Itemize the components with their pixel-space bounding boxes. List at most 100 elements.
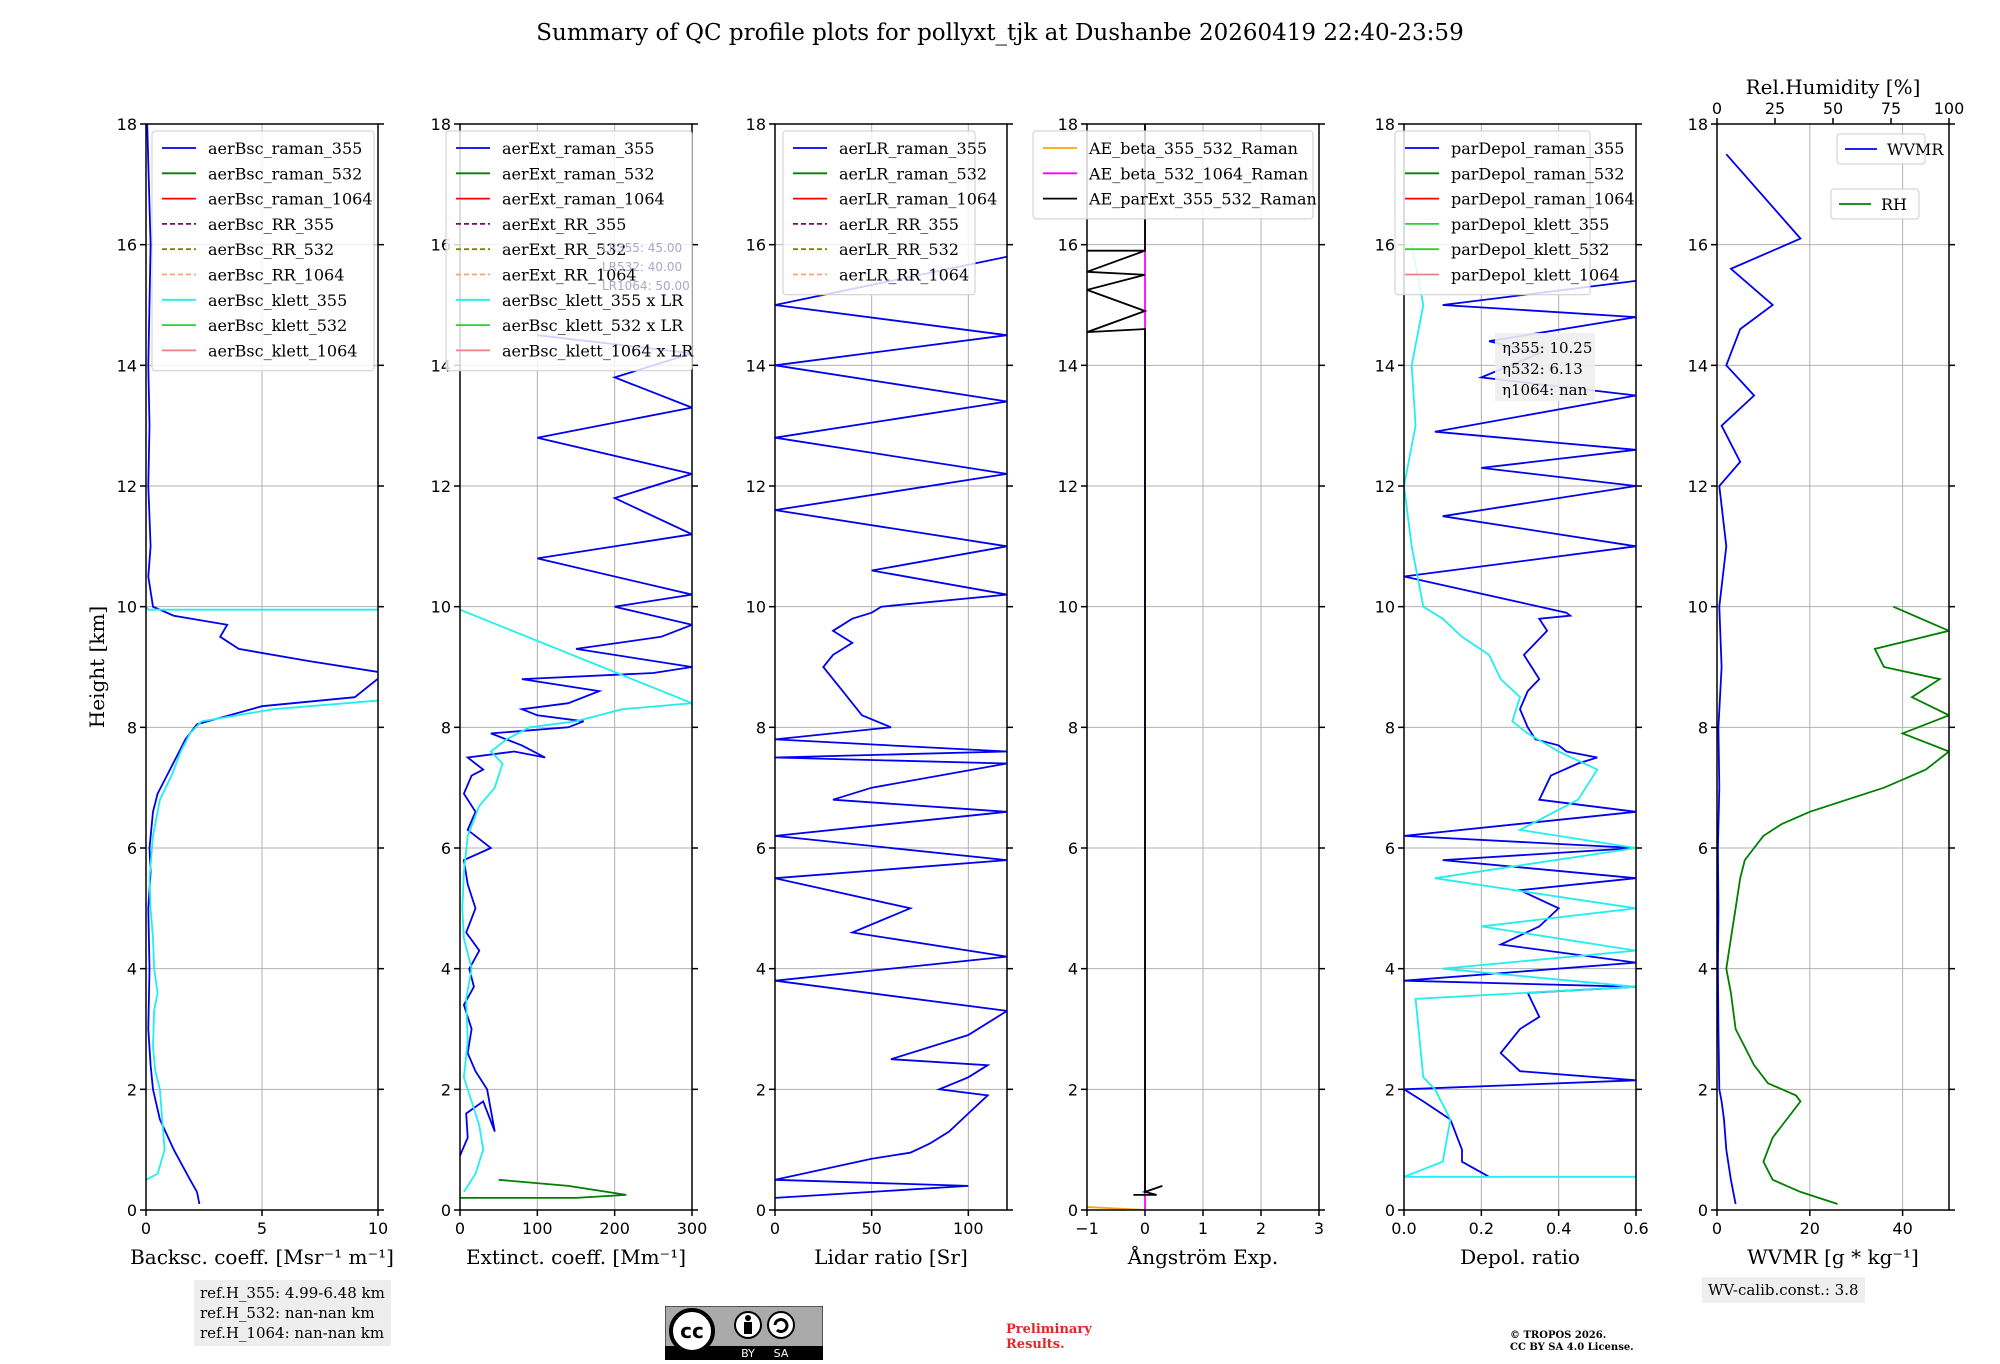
legend-label: aerBsc_klett_532 x LR — [502, 316, 684, 335]
top-x-tick-label: 50 — [1823, 99, 1843, 118]
y-tick-label: 4 — [441, 960, 451, 979]
legend-label: aerBsc_klett_355 — [208, 291, 347, 310]
y-tick-label: 10 — [117, 598, 137, 617]
cc-sa-label: SA — [774, 1347, 789, 1360]
y-tick-label: 18 — [1688, 115, 1708, 134]
wv-calib-const: WV-calib.const.: 3.8 — [1708, 1281, 1859, 1299]
panel-lr: 0 2 4 6 8 10 12 14 16 18 0 50 100 Lidar ratio [Sr] aer… — [746, 115, 1013, 1269]
y-tick-label: 2 — [756, 1080, 766, 1099]
y-tick-label: 16 — [1058, 236, 1078, 255]
eta-label: η1064: nan — [1502, 381, 1588, 399]
x-tick-label: 0 — [455, 1219, 465, 1238]
y-tick-label: 12 — [117, 477, 137, 496]
y-tick-label: 12 — [431, 477, 451, 496]
y-tick-label: 16 — [1375, 236, 1395, 255]
lr-label: LR1064: 50.00 — [602, 279, 690, 293]
legend-label: aerBsc_klett_355 x LR — [502, 291, 684, 310]
y-tick-label: 18 — [431, 115, 451, 134]
legend-label: AE_parExt_355_532_Raman — [1088, 190, 1317, 209]
legend-box — [445, 130, 693, 372]
x-tick-label: 20 — [1800, 1219, 1820, 1238]
y-tick-label: 4 — [756, 960, 766, 979]
x-axis-label: Extinct. coeff. [Mm⁻¹] — [466, 1245, 686, 1269]
y-tick-label: 16 — [746, 236, 766, 255]
cc-by-label: BY — [741, 1347, 755, 1360]
axes-frame — [774, 123, 1008, 1211]
sa-share-icon — [767, 1311, 795, 1339]
y-tick-label: 18 — [746, 115, 766, 134]
preliminary-note: Preliminary Results. — [1006, 1322, 1092, 1352]
y-tick-label: 2 — [1385, 1080, 1395, 1099]
x-tick-label: 5 — [257, 1219, 267, 1238]
legend-label: aerBsc_raman_355 — [208, 139, 362, 158]
legend-label: parDepol_raman_355 — [1451, 139, 1624, 158]
y-tick-label: 10 — [431, 598, 451, 617]
y-tick-label: 8 — [441, 718, 451, 737]
y-tick-label: 14 — [1375, 356, 1395, 375]
y-tick-label: 4 — [127, 960, 137, 979]
top-x-tick-label: 25 — [1765, 99, 1785, 118]
y-tick-label: 0 — [127, 1201, 137, 1220]
y-tick-label: 14 — [746, 356, 766, 375]
series-ae-parext-355-532-raman — [1087, 124, 1163, 1196]
eta-label: η532: 6.13 — [1502, 360, 1583, 378]
legend-label: aerExt_raman_355 — [502, 139, 655, 158]
y-tick-label: 6 — [1068, 839, 1078, 858]
x-tick-label: 100 — [522, 1219, 553, 1238]
lr-label: LR355: 45.00 — [602, 241, 682, 255]
x-tick-label: 1 — [1198, 1219, 1208, 1238]
series-wvmr — [1717, 153, 1802, 1205]
legend-label: aerBsc_klett_1064 x LR — [502, 341, 694, 360]
y-tick-label: 6 — [127, 839, 137, 858]
copyright-line1: © TROPOS 2026. — [1510, 1330, 1607, 1341]
x-tick-label: 0.6 — [1623, 1219, 1648, 1238]
y-tick-label: 10 — [1058, 598, 1078, 617]
top-x-tick-label: 0 — [1712, 99, 1722, 118]
x-tick-label: 200 — [599, 1219, 630, 1238]
y-tick-label: 6 — [1698, 839, 1708, 858]
preliminary-line2: Results. — [1006, 1337, 1065, 1352]
x-tick-label: 0 — [1712, 1219, 1722, 1238]
legend-box — [1836, 133, 1926, 165]
y-tick-label: 8 — [127, 718, 137, 737]
y-tick-label: 2 — [1698, 1080, 1708, 1099]
eta-label: η355: 10.25 — [1502, 339, 1592, 357]
x-tick-label: 0 — [141, 1219, 151, 1238]
x-tick-label: 50 — [861, 1219, 881, 1238]
y-tick-label: 10 — [1375, 598, 1395, 617]
y-tick-label: 12 — [1058, 477, 1078, 496]
cc-logo-text: cc — [680, 1319, 704, 1343]
y-tick-label: 2 — [441, 1080, 451, 1099]
panel-bsc: 0 2 4 6 8 10 12 14 16 18 0 5 10 Backsc. coeff. [Msr⁻¹… — [85, 115, 394, 1269]
legend-box — [1394, 130, 1591, 296]
y-tick-label: 12 — [1688, 477, 1708, 496]
legend-label: aerBsc_raman_532 — [208, 164, 362, 183]
legend-label: aerBsc_RR_1064 — [208, 266, 344, 285]
y-tick-label: 0 — [1385, 1201, 1395, 1220]
legend-label: aerExt_RR_1064 — [502, 266, 637, 285]
x-axis-label: Depol. ratio — [1460, 1245, 1580, 1269]
ref-h-1064: ref.H_1064: nan-nan km — [200, 1324, 385, 1342]
series-aerext-raman-532 — [460, 1178, 627, 1199]
legend-label: aerExt_RR_355 — [502, 215, 626, 234]
series-aerlr-raman-355 — [775, 255, 1007, 1199]
series-pardepol-klett-355 — [1404, 244, 1636, 1178]
reference-height-box: ref.H_355: 4.99-6.48 km ref.H_532: nan-n… — [194, 1280, 391, 1346]
legend-label: aerExt_raman_1064 — [502, 190, 665, 209]
legend-label: aerLR_RR_532 — [839, 240, 959, 259]
y-tick-label: 8 — [1068, 718, 1078, 737]
ref-h-532: ref.H_532: nan-nan km — [200, 1304, 375, 1322]
cc-logo-icon — [669, 1308, 715, 1354]
y-tick-label: 16 — [1688, 236, 1708, 255]
x-tick-label: 0.2 — [1469, 1219, 1494, 1238]
y-tick-label: 2 — [1068, 1080, 1078, 1099]
y-tick-label: 12 — [746, 477, 766, 496]
y-tick-label: 16 — [117, 236, 137, 255]
lr-label: LR532: 40.00 — [602, 260, 682, 274]
y-tick-label: 18 — [1058, 115, 1078, 134]
legend-label: aerLR_RR_355 — [839, 215, 959, 234]
x-tick-label: 100 — [953, 1219, 984, 1238]
